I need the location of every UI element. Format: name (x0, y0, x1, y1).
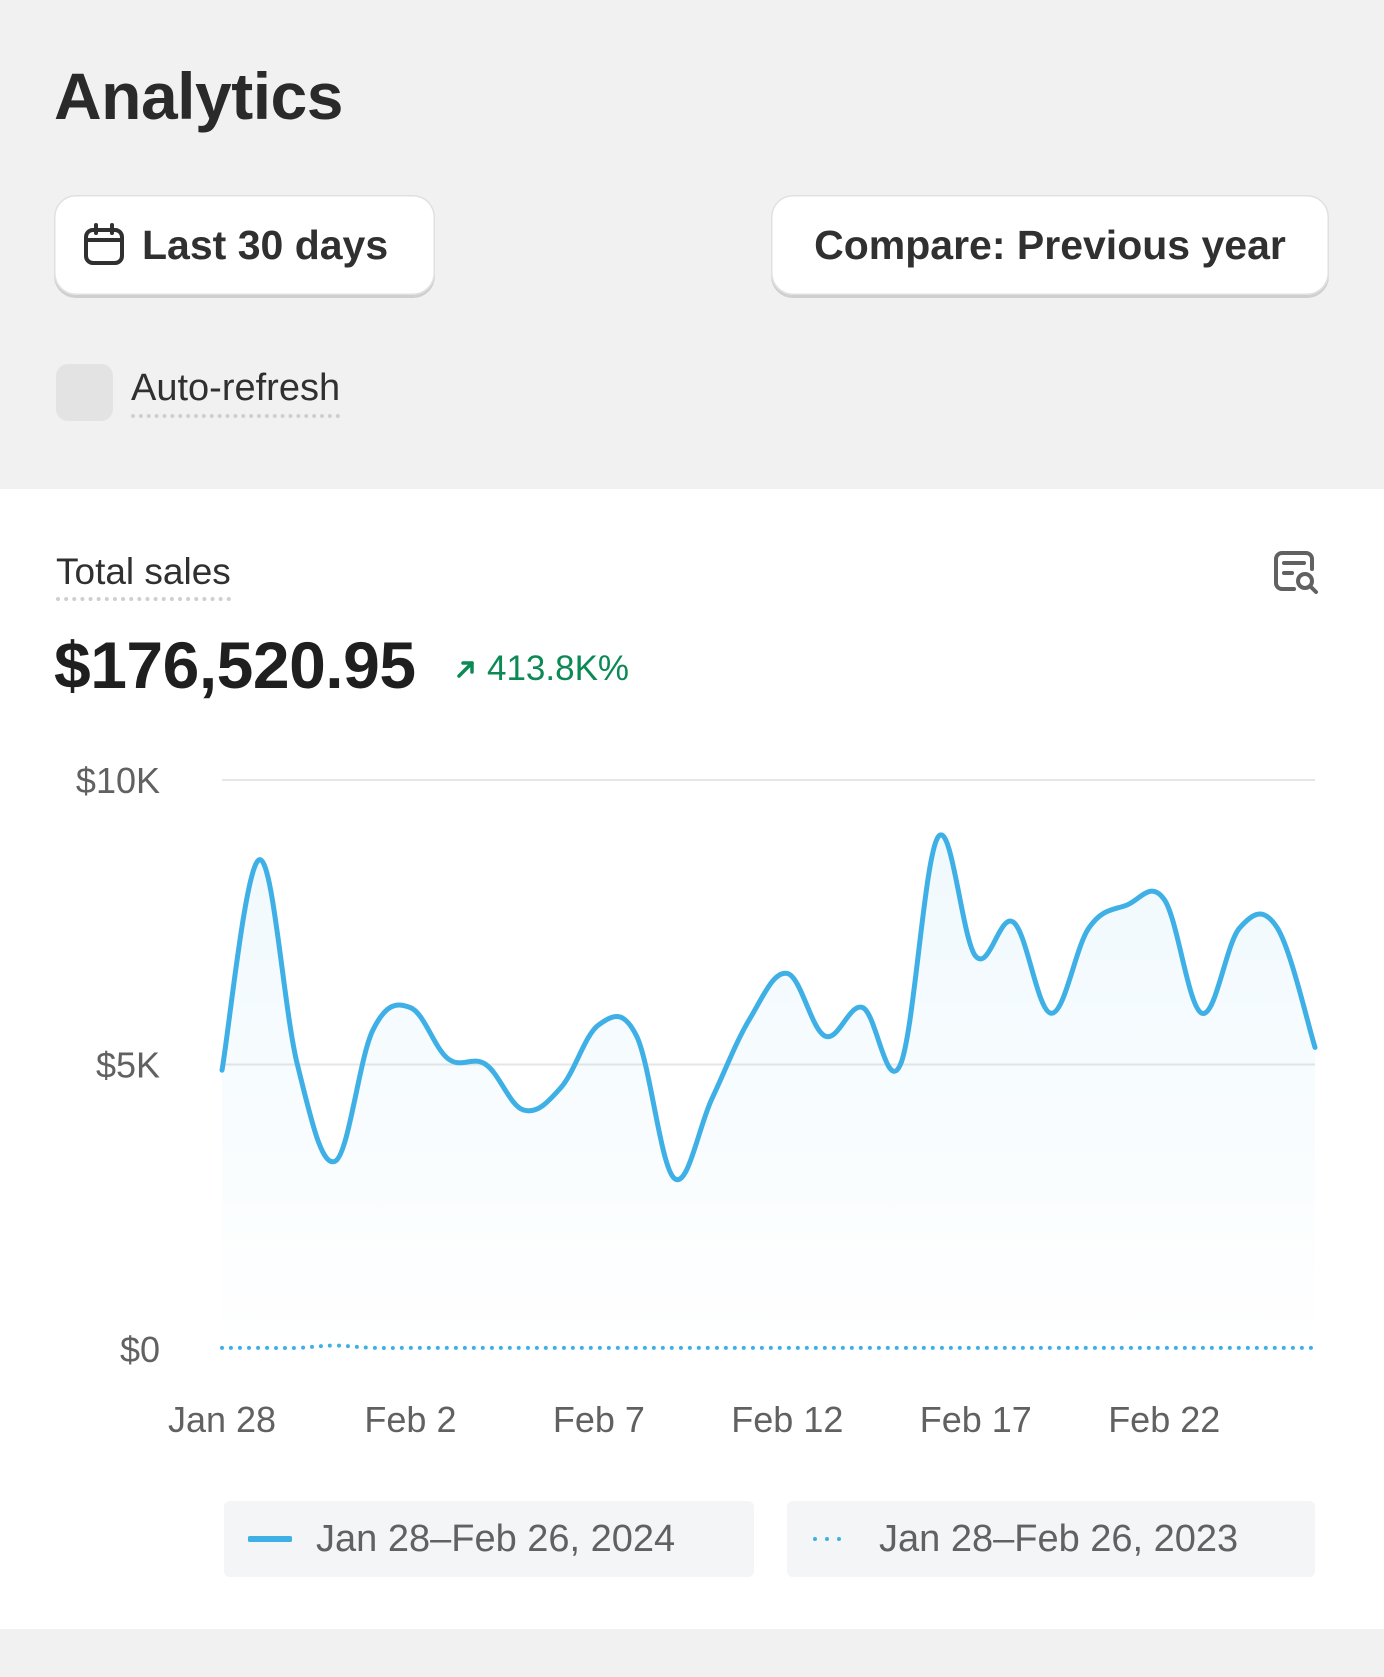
legend-previous-period[interactable]: Jan 28–Feb 26, 2023 (787, 1501, 1315, 1577)
y-axis: $10K $5K $0 (76, 760, 160, 1370)
date-range-label: Last 30 days (142, 221, 389, 268)
legend-label: Jan 28–Feb 26, 2024 (316, 1517, 676, 1560)
page-header: Analytics Last 30 days Compare: Previous… (0, 0, 1384, 489)
series-2024-area (222, 834, 1315, 1349)
y-tick-label: $0 (120, 1329, 160, 1370)
x-tick-label: Feb 22 (1108, 1399, 1220, 1440)
solid-line-swatch (248, 1535, 292, 1543)
calendar-icon (82, 223, 126, 267)
y-tick-label: $5K (96, 1045, 160, 1086)
x-tick-label: Feb 2 (364, 1399, 456, 1440)
arrow-up-right-icon (457, 661, 474, 678)
x-tick-label: Feb 12 (731, 1399, 843, 1440)
total-sales-card: Total sales $176,520.95 413.8K% $10K $5K $… (0, 489, 1384, 1629)
metric-change-value: 413.8K% (487, 649, 630, 688)
x-tick-label: Feb 7 (553, 1399, 645, 1440)
x-axis: Jan 28 Feb 2 Feb 7 Feb 12 Feb 17 Feb 22 (168, 1399, 1220, 1440)
metric-value: $176,520.95 (54, 628, 416, 702)
legend-current-period[interactable]: Jan 28–Feb 26, 2024 (224, 1501, 754, 1577)
dotted-line-swatch (811, 1535, 855, 1543)
legend-label: Jan 28–Feb 26, 2023 (879, 1517, 1239, 1560)
x-tick-label: Feb 17 (920, 1399, 1032, 1440)
auto-refresh-checkbox[interactable] (56, 364, 113, 421)
y-tick-label: $10K (76, 760, 160, 801)
auto-refresh-label: Auto-refresh (131, 367, 341, 418)
page-title: Analytics (54, 59, 343, 133)
metric-label[interactable]: Total sales (56, 551, 231, 601)
date-range-button[interactable]: Last 30 days (54, 195, 435, 295)
compare-label: Compare: Previous year (814, 221, 1286, 268)
series-2023-line (220, 1343, 1317, 1351)
series-2024-line (219, 832, 1318, 1183)
auto-refresh-toggle[interactable]: Auto-refresh (56, 364, 341, 421)
compare-button[interactable]: Compare: Previous year (771, 195, 1329, 295)
view-report-icon[interactable] (1272, 549, 1320, 597)
page-footer (0, 1629, 1384, 1677)
sales-line-chart: $10K $5K $0 Jan 28 Feb 2 Feb 7 Feb 12 Feb 17 Fe… (76, 760, 1318, 1440)
x-tick-label: Jan 28 (168, 1399, 276, 1440)
metric-change: 413.8K% (455, 649, 629, 689)
